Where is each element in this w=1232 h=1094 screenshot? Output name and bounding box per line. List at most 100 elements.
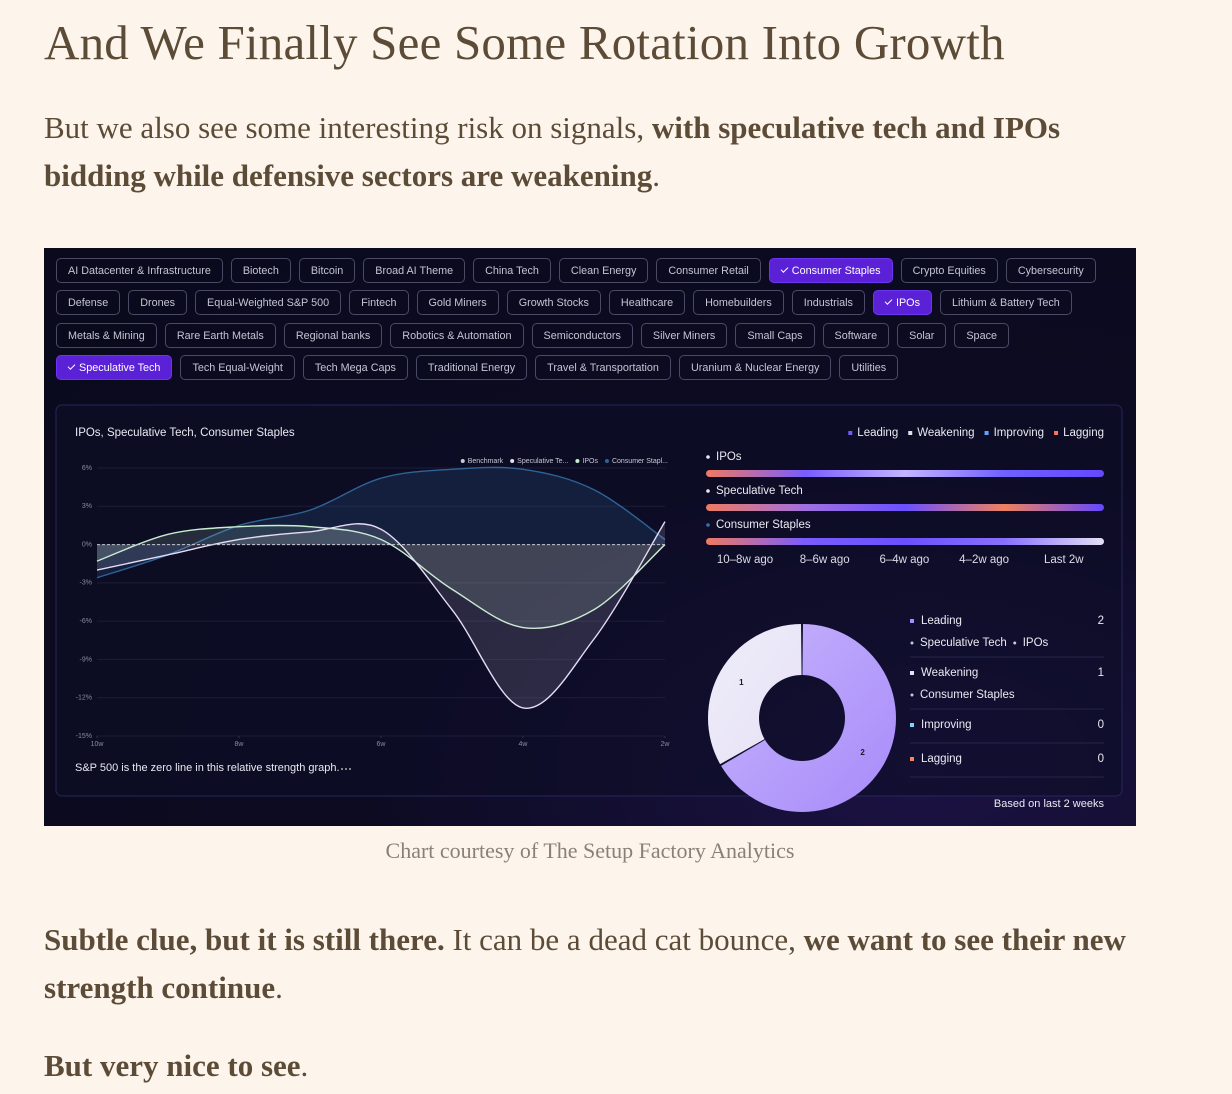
period-label: 6–4w ago (879, 554, 929, 566)
filter-chip[interactable]: China Tech (473, 258, 551, 283)
rotation-bar (706, 538, 1104, 545)
filter-chip[interactable]: Homebuilders (693, 290, 784, 315)
period-label: 8–6w ago (800, 554, 850, 566)
filter-chip[interactable]: Clean Energy (558, 258, 649, 283)
legend-label: Benchmark (468, 458, 504, 465)
chip-row: AI Datacenter & Infrastructure Biotech Bit… (56, 258, 1096, 283)
text-run: with speculative tech and IPOs bidding w… (44, 110, 1061, 193)
slice-label: 2 (860, 748, 865, 757)
legend-swatch (984, 431, 989, 435)
filter-chip[interactable]: Space (954, 323, 1009, 348)
filter-chip[interactable]: Drones (128, 290, 188, 315)
filter-chip[interactable]: Lithium & Battery Tech (939, 290, 1072, 315)
filter-chip[interactable]: Regional banks (283, 323, 383, 348)
donut-sheen (721, 624, 896, 812)
filter-chip[interactable]: Crypto Equities (900, 258, 998, 283)
y-tick-label: 6% (82, 465, 92, 472)
filter-chip[interactable]: Consumer Retail (656, 258, 761, 283)
text-run: . (275, 970, 283, 1005)
more-icon[interactable] (341, 768, 343, 770)
legend-swatch (848, 431, 853, 435)
text-run: . (300, 1048, 309, 1083)
legend-label: Weakening (917, 427, 974, 439)
filter-chip[interactable]: Tech Equal-Weight (180, 355, 295, 380)
filter-chip[interactable]: Speculative Tech (56, 355, 173, 380)
legend-label: Speculative Te... (517, 458, 568, 465)
legend-swatch (908, 431, 913, 435)
filter-chip[interactable]: Gold Miners (416, 290, 499, 315)
filter-chip[interactable]: Software (822, 323, 890, 348)
status-name: Weakening (921, 667, 978, 679)
x-tick-label: 2w (661, 741, 671, 748)
filter-chip[interactable]: Healthcare (608, 290, 686, 315)
filter-chip[interactable]: Biotech (230, 258, 291, 283)
legend-label: IPOs (582, 458, 598, 465)
row-label: Consumer Staples (716, 519, 811, 531)
filter-chip[interactable]: AI Datacenter & Infrastructure (56, 258, 223, 283)
period-label: 10–8w ago (717, 554, 773, 566)
text-run: But we also see some interesting risk on… (44, 110, 652, 145)
filter-chip[interactable]: Bitcoin (298, 258, 356, 283)
filter-chip[interactable]: Solar (897, 323, 947, 348)
filter-chip[interactable]: Tech Mega Caps (302, 355, 408, 380)
filter-chip[interactable]: Cybersecurity (1005, 258, 1096, 283)
filter-chip[interactable]: Growth Stocks (506, 290, 601, 315)
legend-label: Improving (994, 427, 1045, 439)
series-area (97, 525, 665, 629)
filter-chip[interactable]: Defense (56, 290, 121, 315)
filter-chip[interactable]: Metals & Mining (56, 323, 157, 348)
filter-chip[interactable]: IPOs (872, 290, 932, 315)
chip-row: Defense Drones Equal-Weighted S&P 500 Finte… (56, 290, 1072, 315)
text-run: It can be a dead cat bounce, (444, 922, 804, 957)
filter-chip[interactable]: Semiconductors (531, 323, 633, 348)
legend-swatch (1054, 431, 1059, 435)
filter-chip[interactable]: Fintech (349, 290, 409, 315)
filter-chip[interactable]: Traditional Energy (415, 355, 528, 380)
filter-chip[interactable]: Small Caps (735, 323, 815, 348)
x-tick-label: 6w (377, 741, 387, 748)
filter-chip[interactable]: Utilities (839, 355, 899, 380)
series-area (97, 521, 665, 709)
filter-chip[interactable]: Silver Miners (640, 323, 728, 348)
donut-sheen (707, 624, 802, 765)
paragraph: But very nice to see. (44, 1042, 1144, 1090)
legend-label: Leading (857, 427, 898, 439)
member-dot (1013, 641, 1017, 645)
status-name: Improving (921, 719, 972, 731)
y-tick-label: -9% (80, 656, 92, 663)
status-swatch (910, 757, 914, 761)
y-tick-label: 3% (82, 503, 92, 510)
donut-note: Based on last 2 weeks (994, 798, 1105, 810)
more-icon[interactable] (345, 768, 347, 770)
filter-chip[interactable]: Rare Earth Metals (164, 323, 276, 348)
status-swatch (910, 619, 914, 623)
member-dot (910, 693, 914, 697)
period-label: 4–2w ago (959, 554, 1009, 566)
series-line (96, 521, 666, 709)
caption: Chart courtesy of The Setup Factory Anal… (385, 838, 795, 863)
filter-chip[interactable]: Equal-Weighted S&P 500 (195, 290, 342, 315)
member-dot (910, 641, 914, 645)
filter-chip[interactable]: Consumer Staples (768, 258, 893, 283)
x-tick-label: 4w (519, 741, 529, 748)
x-tick-label: 10w (91, 741, 105, 748)
slice-label: 1 (739, 678, 744, 687)
filter-chip[interactable]: Industrials (791, 290, 865, 315)
text-run: But very nice to see (44, 1048, 301, 1083)
row-dot (706, 523, 710, 527)
more-icon[interactable] (349, 768, 351, 770)
series-area (97, 467, 665, 578)
dashboard-chart: IPOs, Speculative Tech, Consumer Staples… (55, 404, 1123, 812)
status-name: Leading (921, 615, 962, 627)
filter-chip[interactable]: Uranium & Nuclear Energy (678, 355, 832, 380)
filter-chip[interactable]: Travel & Transportation (535, 355, 671, 380)
x-tick-label: 8w (235, 741, 245, 748)
status-name: Lagging (921, 753, 962, 765)
chart-title: IPOs, Speculative Tech, Consumer Staples (75, 427, 295, 439)
filter-chip[interactable]: Robotics & Automation (390, 323, 524, 348)
intro: But we also see some interesting risk on… (44, 104, 1144, 200)
filter-chip[interactable]: Broad AI Theme (363, 258, 466, 283)
chip-row: Metals & Mining Rare Earth Metals Regional… (56, 323, 1009, 348)
text-run: Subtle clue, but it is still there. (44, 922, 445, 957)
